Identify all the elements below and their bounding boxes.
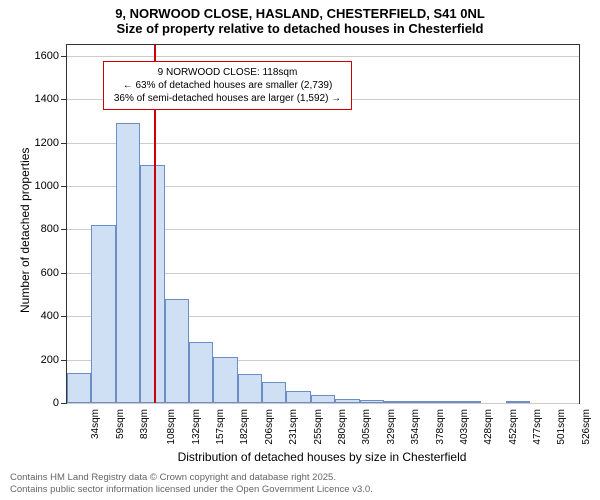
y-tick [61,316,67,317]
x-tick-label: 255sqm [312,409,323,445]
x-tick-label: 83sqm [139,409,150,439]
x-tick-label: 108sqm [166,409,177,445]
histogram-bar [238,374,262,403]
x-tick-label: 206sqm [264,409,275,445]
y-tick-label: 400 [41,310,59,322]
x-tick-label: 280sqm [337,409,348,445]
histogram-bar [457,401,481,403]
y-tick [61,229,67,230]
y-tick [61,186,67,187]
x-tick-label: 501sqm [556,409,567,445]
gridline [67,403,579,404]
y-tick-label: 800 [41,223,59,235]
x-tick-label: 428sqm [483,409,494,445]
gridline [67,56,579,57]
x-tick-label: 378sqm [434,409,445,445]
y-tick [61,403,67,404]
x-tick-label: 231sqm [288,409,299,445]
x-tick-label: 477sqm [532,409,543,445]
title-line2: Size of property relative to detached ho… [0,21,600,36]
x-tick-label: 526sqm [581,409,592,445]
histogram-bar [262,382,286,403]
x-tick-label: 34sqm [90,409,101,439]
chart-title: 9, NORWOOD CLOSE, HASLAND, CHESTERFIELD,… [0,0,600,36]
y-tick-label: 1600 [35,50,59,62]
histogram-bar [335,399,359,403]
y-tick-label: 600 [41,267,59,279]
y-axis-label: Number of detached properties [18,148,32,313]
annotation-line2: ← 63% of detached houses are smaller (2,… [114,79,341,92]
plot-area: 0200400600800100012001400160034sqm59sqm8… [66,44,580,404]
x-tick-label: 132sqm [190,409,201,445]
x-axis-label: Distribution of detached houses by size … [66,450,578,464]
histogram-bar [408,401,432,403]
histogram-bar [506,401,530,403]
y-tick-label: 0 [53,397,59,409]
x-tick-label: 182sqm [239,409,250,445]
histogram-bar [189,342,213,403]
annotation-line3: 36% of semi-detached houses are larger (… [114,92,341,105]
histogram-bar [311,395,335,403]
histogram-bar [433,401,457,403]
footer-line1: Contains HM Land Registry data © Crown c… [10,472,373,484]
y-tick-label: 1200 [35,137,59,149]
y-tick [61,360,67,361]
y-tick-label: 1000 [35,180,59,192]
x-tick-label: 157sqm [215,409,226,445]
annotation-line1: 9 NORWOOD CLOSE: 118sqm [114,66,341,79]
histogram-bar [360,400,384,403]
x-tick-label: 452sqm [507,409,518,445]
x-tick-label: 59sqm [115,409,126,439]
y-tick-label: 200 [41,354,59,366]
histogram-bar [91,225,115,403]
footer-line2: Contains public sector information licen… [10,484,373,496]
x-tick-label: 354sqm [410,409,421,445]
x-tick-label: 305sqm [361,409,372,445]
histogram-bar [213,357,237,403]
y-tick [61,143,67,144]
histogram-bar [140,165,164,403]
histogram-bar [286,391,310,403]
y-tick [61,273,67,274]
footer-attribution: Contains HM Land Registry data © Crown c… [10,472,373,497]
y-tick-label: 1400 [35,93,59,105]
x-tick-label: 329sqm [386,409,397,445]
x-tick-label: 403sqm [459,409,470,445]
histogram-bar [67,373,91,403]
title-line1: 9, NORWOOD CLOSE, HASLAND, CHESTERFIELD,… [0,6,600,21]
y-tick [61,56,67,57]
gridline [67,143,579,144]
histogram-bar [165,299,189,403]
annotation-box: 9 NORWOOD CLOSE: 118sqm← 63% of detached… [103,61,352,110]
y-tick [61,99,67,100]
histogram-bar [116,123,140,403]
histogram-bar [384,401,408,403]
